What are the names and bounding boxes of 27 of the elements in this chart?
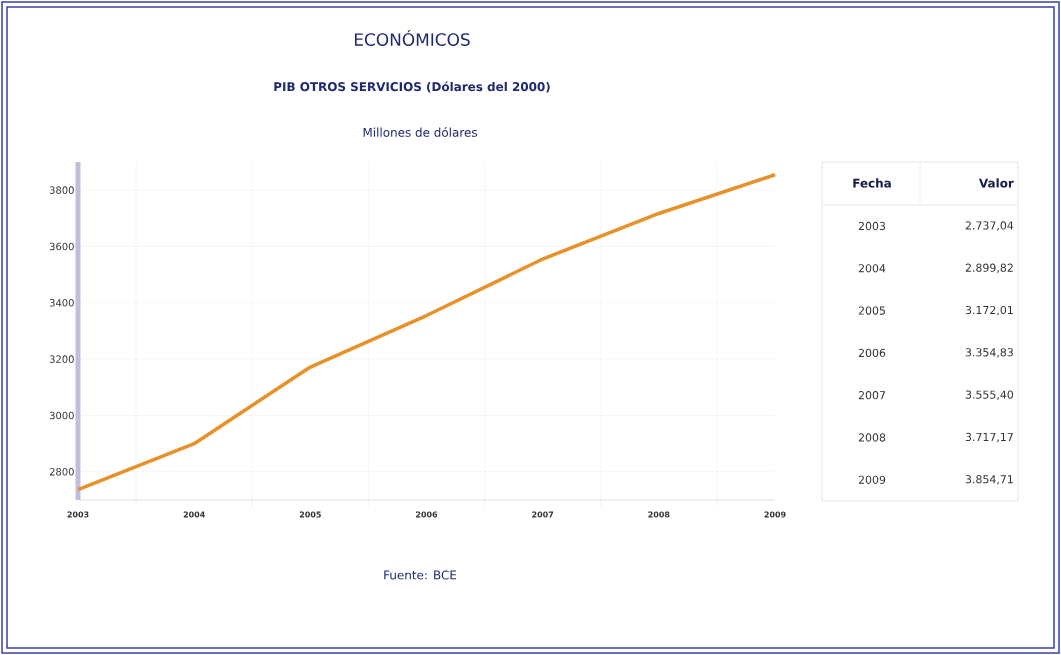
text: 2009 (858, 475, 886, 484)
text: 3.555,40 (965, 390, 1014, 400)
text: 3.854,71 (965, 475, 1013, 485)
y-tick-label: 3200 (49, 355, 74, 363)
text: 2.899,82 (965, 263, 1013, 273)
source-note: Fuente: BCE (384, 570, 457, 580)
text: 2.737,04 (965, 221, 1014, 231)
text: 2005 (858, 306, 885, 315)
text: 2008 (858, 433, 886, 442)
y-tick-label: 3800 (49, 186, 74, 194)
text: 2004 (858, 264, 886, 273)
chart-title: ECONÓMICOS (354, 30, 470, 46)
text: 2003 (858, 221, 886, 231)
line-series (76, 172, 777, 492)
y-tick-label: 2800 (49, 468, 74, 476)
y-tick-label: 3600 (49, 242, 74, 251)
text: Fecha (853, 178, 891, 188)
text: 2007 (858, 391, 885, 400)
text: 3.717,17 (965, 432, 1013, 443)
y-tick-label: 3400 (49, 299, 74, 307)
y-axis-title: Millones de dólares (363, 127, 477, 137)
text: 3.354,83 (965, 348, 1013, 358)
text: 2006 (858, 348, 886, 358)
text: 3.172,01 (965, 305, 1013, 316)
chart-subtitle: PIB OTROS SERVICIOS (Dólares del 2000) (274, 81, 550, 93)
text: Valor (978, 178, 1014, 188)
y-tick-label: 3000 (49, 411, 74, 420)
